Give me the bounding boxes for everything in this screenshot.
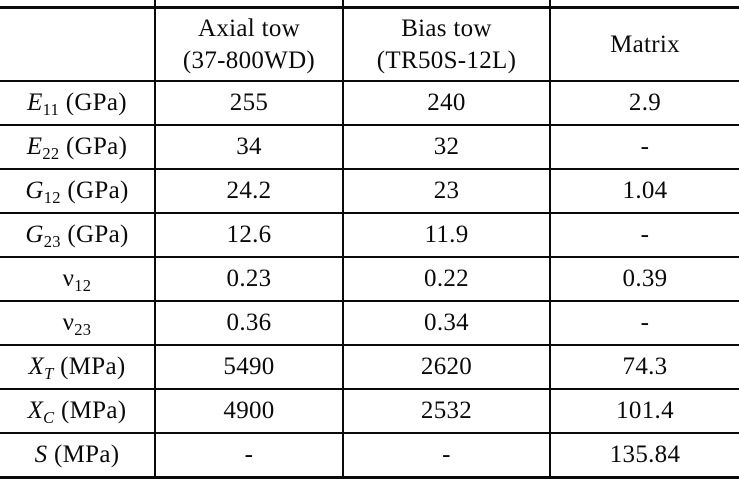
header-empty-cell — [0, 7, 155, 82]
header-row: Axial tow (37-800WD) Bias tow (TR50S-12L… — [0, 7, 739, 82]
value-cell: 0.36 — [154, 301, 343, 346]
value-cell: 240 — [342, 81, 550, 126]
value-cell: 0.39 — [549, 257, 739, 302]
property-unit: (GPa) — [59, 133, 128, 161]
property-symbol: E — [27, 89, 43, 117]
value-cell: 4900 — [154, 389, 343, 434]
value-cell: 23 — [342, 169, 550, 214]
header-matrix: Matrix — [549, 7, 739, 82]
column-rule-tick — [342, 0, 344, 10]
value-cell: 32 — [342, 125, 550, 170]
value-cell: 1.04 — [549, 169, 739, 214]
value-cell: 34 — [154, 125, 343, 170]
row-label: G12 (GPa) — [0, 169, 155, 214]
value-cell: 2.9 — [549, 81, 739, 126]
value-cell: 11.9 — [342, 213, 550, 258]
value-cell: - — [549, 301, 739, 346]
header-bias-tow: Bias tow (TR50S-12L) — [342, 7, 550, 82]
column-rule-tick — [549, 0, 551, 10]
row-label: ν23 — [0, 301, 155, 346]
property-subscript: 23 — [43, 231, 61, 251]
row-label: S (MPa) — [0, 433, 155, 479]
value-cell: - — [549, 213, 739, 258]
table-row: XC (MPa) 4900 2532 101.4 — [0, 389, 739, 434]
property-symbol: E — [26, 133, 43, 161]
property-subscript: C — [43, 407, 55, 427]
header-bias-tow-code: (TR50S-12L) — [376, 46, 517, 74]
value-cell: - — [154, 433, 343, 479]
header-matrix-name: Matrix — [610, 30, 680, 58]
table-row: XT (MPa) 5490 2620 74.3 — [0, 345, 739, 390]
property-subscript: 22 — [42, 143, 60, 163]
property-subscript: 11 — [42, 99, 60, 119]
value-cell: 0.23 — [154, 257, 343, 302]
properties-table: Axial tow (37-800WD) Bias tow (TR50S-12L… — [0, 6, 739, 479]
row-label: XT (MPa) — [0, 345, 155, 390]
property-unit: (MPa) — [54, 397, 127, 425]
property-unit: (GPa) — [59, 89, 127, 117]
table-row: G12 (GPa) 24.2 23 1.04 — [0, 169, 739, 214]
value-cell: 5490 — [154, 345, 343, 390]
header-axial-tow: Axial tow (37-800WD) — [154, 7, 343, 82]
table-body: E11 (GPa) 255 240 2.9 E22 (GPa) 34 32- G12 (GPa… — [0, 81, 739, 479]
property-unit: (MPa) — [53, 353, 126, 381]
property-subscript: 23 — [74, 319, 92, 339]
property-unit: (GPa) — [60, 177, 129, 205]
property-symbol: X — [27, 397, 44, 425]
value-cell: 101.4 — [549, 389, 739, 434]
value-cell: 24.2 — [154, 169, 343, 214]
table-row: E22 (GPa) 34 32- — [0, 125, 739, 170]
value-cell: 0.22 — [342, 257, 550, 302]
property-subscript: 12 — [74, 275, 92, 295]
value-cell: 255 — [154, 81, 343, 126]
row-label: E11 (GPa) — [0, 81, 155, 126]
table-header: Axial tow (37-800WD) Bias tow (TR50S-12L… — [0, 7, 739, 82]
row-label: E22 (GPa) — [0, 125, 155, 170]
property-subscript: T — [44, 363, 54, 383]
value-cell: 12.6 — [154, 213, 343, 258]
property-symbol: ν — [62, 265, 75, 293]
material-properties-table: Axial tow (37-800WD) Bias tow (TR50S-12L… — [0, 0, 739, 479]
header-bias-tow-name: Bias tow — [401, 14, 492, 42]
value-cell: - — [549, 125, 739, 170]
property-symbol: S — [34, 441, 48, 469]
table-row: G23 (GPa) 12.6 11.9- — [0, 213, 739, 258]
property-unit: (GPa) — [60, 221, 129, 249]
column-rule-tick — [154, 0, 156, 10]
value-cell: - — [342, 433, 550, 479]
property-symbol: G — [25, 221, 44, 249]
property-symbol: X — [28, 353, 45, 381]
value-cell: 2532 — [342, 389, 550, 434]
property-symbol: ν — [62, 309, 75, 337]
property-subscript: 12 — [43, 187, 61, 207]
row-label: ν12 — [0, 257, 155, 302]
table-row: E11 (GPa) 255 240 2.9 — [0, 81, 739, 126]
value-cell: 135.84 — [549, 433, 739, 479]
value-cell: 0.34 — [342, 301, 550, 346]
value-cell: 74.3 — [549, 345, 739, 390]
value-cell: 2620 — [342, 345, 550, 390]
row-label: XC (MPa) — [0, 389, 155, 434]
row-label: G23 (GPa) — [0, 213, 155, 258]
property-unit: (MPa) — [47, 441, 120, 469]
table-row: ν12 0.23 0.22 0.39 — [0, 257, 739, 302]
table-row: S (MPa) - -135.84 — [0, 433, 739, 479]
property-symbol: G — [25, 177, 44, 205]
header-axial-tow-code: (37-800WD) — [182, 46, 316, 74]
header-axial-tow-name: Axial tow — [198, 14, 300, 42]
table-row: ν23 0.36 0.34- — [0, 301, 739, 346]
